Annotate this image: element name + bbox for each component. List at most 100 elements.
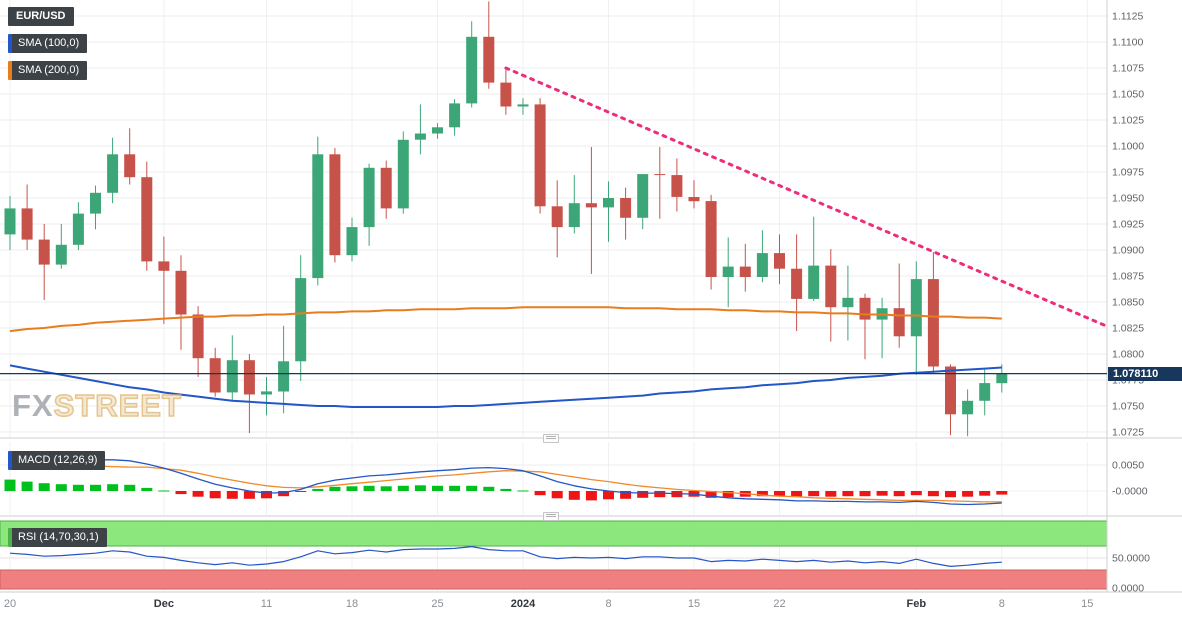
candlestick[interactable] [962, 389, 974, 437]
macd-histogram-bar [312, 488, 324, 491]
panel-resize-handle[interactable] [543, 434, 559, 443]
candlestick[interactable] [466, 21, 478, 108]
candlestick[interactable] [620, 187, 632, 240]
candlestick[interactable] [688, 180, 700, 209]
rsi-line[interactable] [9, 545, 1002, 568]
candlestick[interactable] [107, 137, 119, 204]
sma100-badge[interactable]: SMA (100,0) [8, 34, 88, 53]
candle-body [791, 268, 803, 299]
candlestick[interactable] [124, 128, 136, 185]
candlestick[interactable] [842, 265, 854, 341]
candlestick[interactable] [226, 335, 238, 401]
candlestick[interactable] [927, 252, 939, 374]
candlestick[interactable] [312, 136, 324, 286]
sma200-badge[interactable]: SMA (200,0) [8, 61, 88, 80]
candlestick[interactable] [55, 224, 67, 269]
candlestick[interactable] [500, 68, 512, 115]
candlestick[interactable] [21, 184, 33, 251]
candlestick[interactable] [158, 236, 170, 324]
macd-line[interactable] [9, 450, 1002, 506]
candlestick[interactable] [671, 158, 683, 212]
candlestick[interactable] [791, 234, 803, 332]
macd-histogram-bar [962, 491, 974, 497]
candlestick[interactable] [397, 131, 409, 214]
candlestick[interactable] [893, 263, 905, 348]
candlestick[interactable] [90, 185, 101, 230]
candle-body [192, 314, 204, 359]
candle-body [226, 360, 238, 393]
candlestick[interactable] [261, 376, 272, 416]
candlestick[interactable] [722, 237, 734, 308]
candlestick[interactable] [295, 255, 307, 381]
candlestick[interactable] [774, 234, 785, 285]
candle-body [910, 279, 922, 337]
candle-body [329, 154, 341, 256]
rsi-overbought-band [0, 520, 1108, 547]
time-axis-label: 15 [688, 598, 700, 610]
candlestick[interactable] [432, 123, 443, 139]
candlestick[interactable] [192, 306, 204, 377]
candlestick[interactable] [414, 104, 426, 155]
time-axis-label: 8 [605, 598, 611, 610]
panel-resize-handle[interactable] [543, 512, 559, 521]
candlestick[interactable] [859, 293, 871, 360]
candlestick[interactable] [517, 98, 529, 115]
macd-badge[interactable]: MACD (12,26,9) [8, 451, 106, 470]
candlestick[interactable] [825, 249, 837, 342]
candlestick[interactable] [175, 255, 187, 350]
candlestick[interactable] [910, 261, 922, 375]
candlestick[interactable] [979, 369, 991, 416]
candlestick[interactable] [329, 148, 341, 263]
macd-histogram-bar [449, 485, 461, 491]
descending-trendline[interactable] [504, 66, 1108, 328]
candle-body [756, 253, 768, 277]
macd-histogram-bar [637, 491, 649, 498]
candle-body [534, 104, 546, 207]
candlestick[interactable] [209, 347, 221, 397]
candlestick[interactable] [449, 99, 461, 136]
candlestick[interactable] [585, 147, 597, 274]
candle-body [945, 366, 956, 415]
candlestick[interactable] [4, 195, 16, 250]
sma100-line[interactable] [9, 364, 1002, 408]
candlestick[interactable] [363, 163, 375, 246]
candlestick[interactable] [756, 230, 768, 283]
candlestick[interactable] [808, 216, 820, 301]
macd-histogram-bar [21, 481, 33, 491]
macd-histogram-bar [620, 491, 632, 499]
symbol-badge[interactable]: EUR/USD [8, 7, 74, 26]
candlestick[interactable] [380, 160, 392, 219]
candlestick[interactable] [551, 180, 563, 258]
candlestick[interactable] [945, 364, 956, 436]
candle-body [363, 167, 375, 228]
rsi-badge[interactable]: RSI (14,70,30,1) [8, 528, 107, 547]
candlestick[interactable] [278, 325, 290, 414]
candle-body [38, 239, 50, 265]
candle-body [483, 36, 495, 83]
candle-body [90, 192, 101, 214]
candlestick[interactable] [996, 364, 1008, 393]
candlestick[interactable] [739, 243, 751, 292]
candlestick[interactable] [38, 224, 50, 300]
macd-histogram-bar [329, 486, 341, 491]
candlestick[interactable] [141, 161, 153, 271]
time-axis-label: Dec [154, 598, 174, 610]
candlestick[interactable] [568, 175, 580, 234]
candlestick[interactable] [483, 1, 495, 89]
price-axis-label: 1.1100 [1112, 37, 1143, 49]
candle-body [962, 400, 974, 415]
candlestick[interactable] [72, 202, 84, 250]
sma200-line[interactable] [9, 306, 1002, 333]
candle-body [158, 261, 170, 271]
candle-body [551, 206, 563, 228]
candlestick[interactable] [534, 98, 546, 214]
candlestick[interactable] [705, 194, 717, 290]
candlestick[interactable] [346, 217, 358, 262]
candlestick[interactable] [603, 181, 614, 242]
candlestick[interactable] [654, 147, 666, 219]
macd-signal-line[interactable] [9, 461, 1002, 503]
candlestick[interactable] [637, 174, 649, 230]
candlestick[interactable] [243, 354, 255, 433]
candle-body [688, 197, 700, 202]
